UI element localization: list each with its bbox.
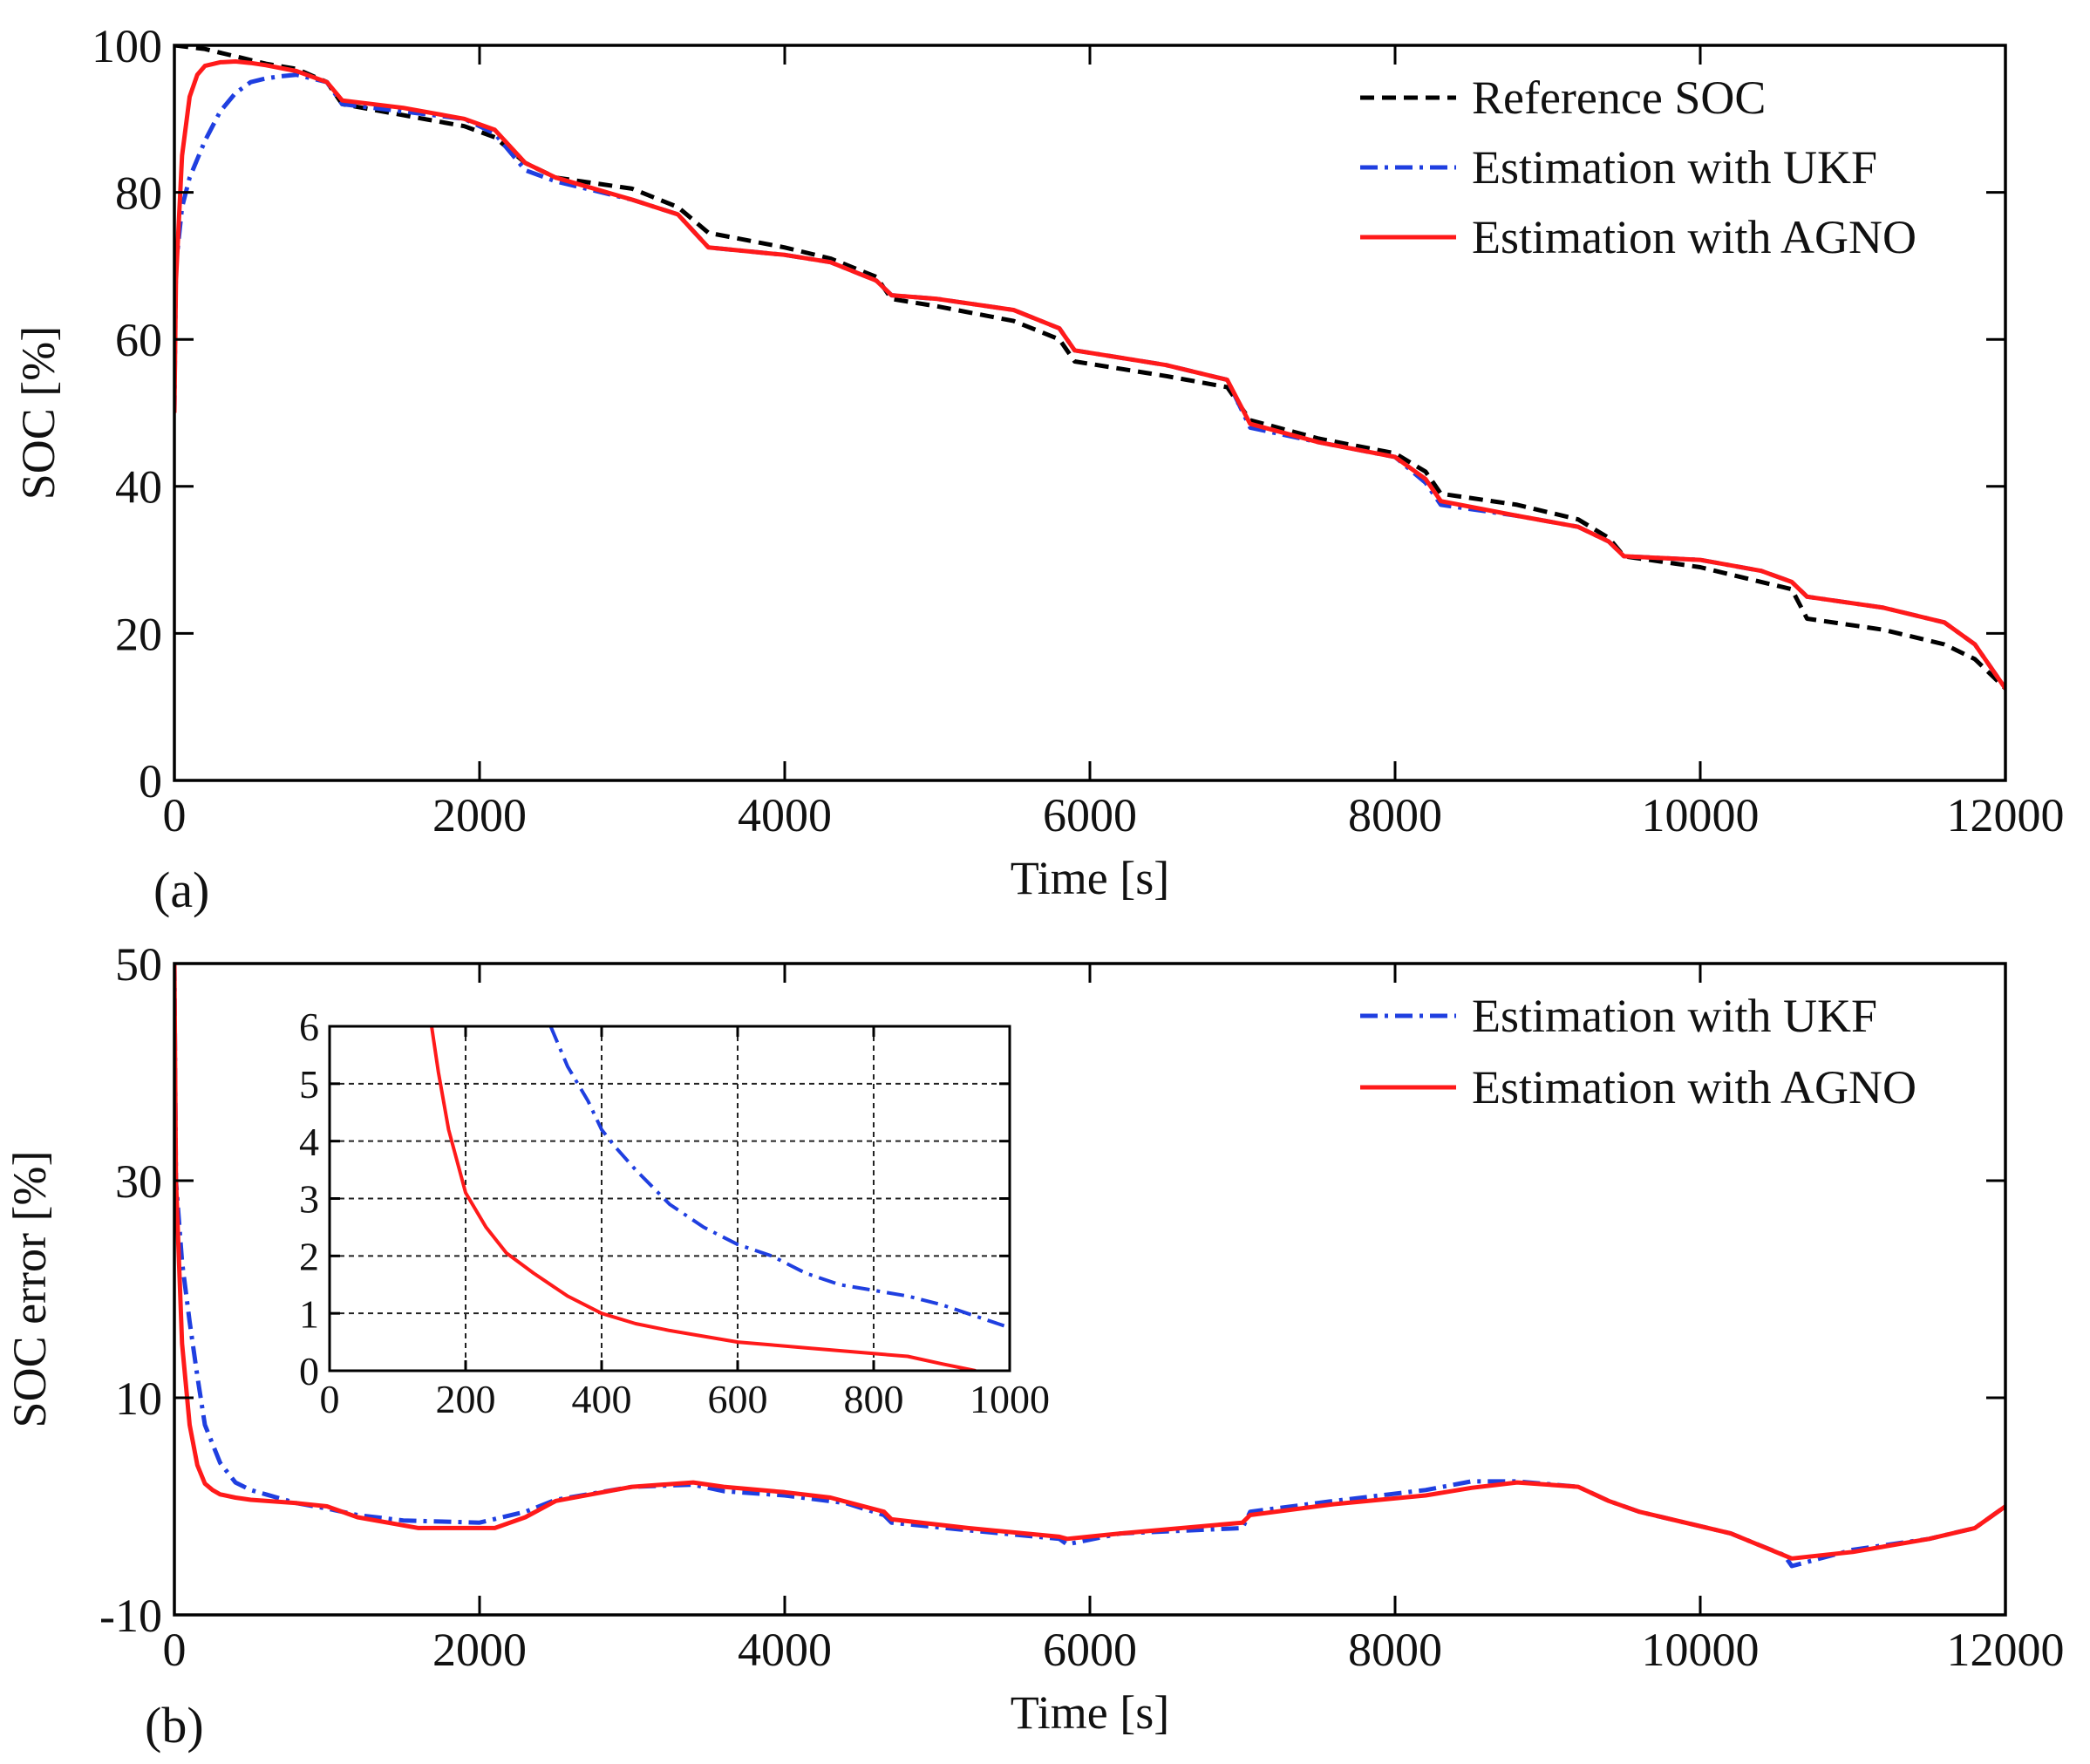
- legend-label: Estimation with UKF: [1472, 990, 1877, 1042]
- x-tick-label: 0: [320, 1377, 340, 1421]
- y-tick-label: 100: [92, 20, 162, 72]
- y-tick-label: 6: [299, 1005, 319, 1049]
- x-tick-label: 12000: [1947, 789, 2065, 841]
- y-tick-label: -10: [99, 1590, 162, 1642]
- x-tick-label: 8000: [1348, 789, 1442, 841]
- x-tick-label: 6000: [1043, 1624, 1137, 1676]
- y-tick-label: 0: [299, 1349, 319, 1393]
- x-tick-label: 4000: [738, 1624, 832, 1676]
- x-tick-label: 200: [436, 1377, 496, 1421]
- x-tick-label: 10000: [1642, 1624, 1760, 1676]
- panel-label-b: (b): [145, 1697, 204, 1754]
- x-tick-label: 0: [163, 1624, 187, 1676]
- y-tick-label: 30: [115, 1155, 162, 1208]
- y-axis-title: SOC [%]: [12, 326, 65, 501]
- x-tick-label: 6000: [1043, 789, 1137, 841]
- series-line-estimation-with-agno: [430, 1026, 977, 1371]
- legend-label: Estimation with AGNO: [1472, 1061, 1916, 1114]
- y-tick-label: 40: [115, 461, 162, 514]
- y-axis-title: SOC error [%]: [3, 1151, 56, 1428]
- y-tick-label: 80: [115, 167, 162, 220]
- y-tick-label: 60: [115, 314, 162, 366]
- y-tick-label: 5: [299, 1062, 319, 1107]
- x-tick-label: 600: [708, 1377, 768, 1421]
- series-line-estimation-with-agno: [174, 59, 2005, 691]
- legend-label: Reference SOC: [1472, 72, 1766, 124]
- y-tick-label: 0: [139, 755, 162, 807]
- y-tick-label: 20: [115, 608, 162, 660]
- x-tick-label: 10000: [1642, 789, 1760, 841]
- series-line-estimation-with-agno: [174, 964, 2005, 1561]
- x-axis-title: Time [s]: [1011, 852, 1170, 904]
- legend-label: Estimation with AGNO: [1472, 211, 1916, 263]
- chart-a-soc: 0 2000 4000 6000 8000 10000 12000 0 20 40 60 80 100 T…: [12, 20, 2065, 904]
- x-tick-label: 0: [163, 789, 187, 841]
- x-tick-label: 4000: [738, 789, 832, 841]
- y-tick-label: 2: [299, 1234, 319, 1278]
- y-tick-label: 4: [299, 1120, 319, 1164]
- x-tick-label: 400: [572, 1377, 632, 1421]
- x-axis-title: Time [s]: [1011, 1686, 1170, 1739]
- x-tick-label: 12000: [1947, 1624, 2065, 1676]
- x-tick-label: 2000: [432, 1624, 527, 1676]
- x-tick-label: 1000: [970, 1377, 1050, 1421]
- y-tick-label: 3: [299, 1177, 319, 1222]
- x-tick-label: 8000: [1348, 1624, 1442, 1676]
- x-tick-label: 800: [844, 1377, 904, 1421]
- series-line-estimation-with-ukf: [548, 1026, 1010, 1330]
- chart-b-soc-error: 0 2000 4000 6000 8000 10000 12000-10103050Time…: [3, 938, 2065, 1739]
- y-tick-label: 50: [115, 938, 162, 991]
- x-tick-label: 2000: [432, 789, 527, 841]
- legend-label: Estimation with UKF: [1472, 141, 1877, 194]
- y-tick-label: 1: [299, 1291, 319, 1336]
- panel-label-a: (a): [153, 862, 209, 918]
- y-tick-label: 10: [115, 1372, 162, 1425]
